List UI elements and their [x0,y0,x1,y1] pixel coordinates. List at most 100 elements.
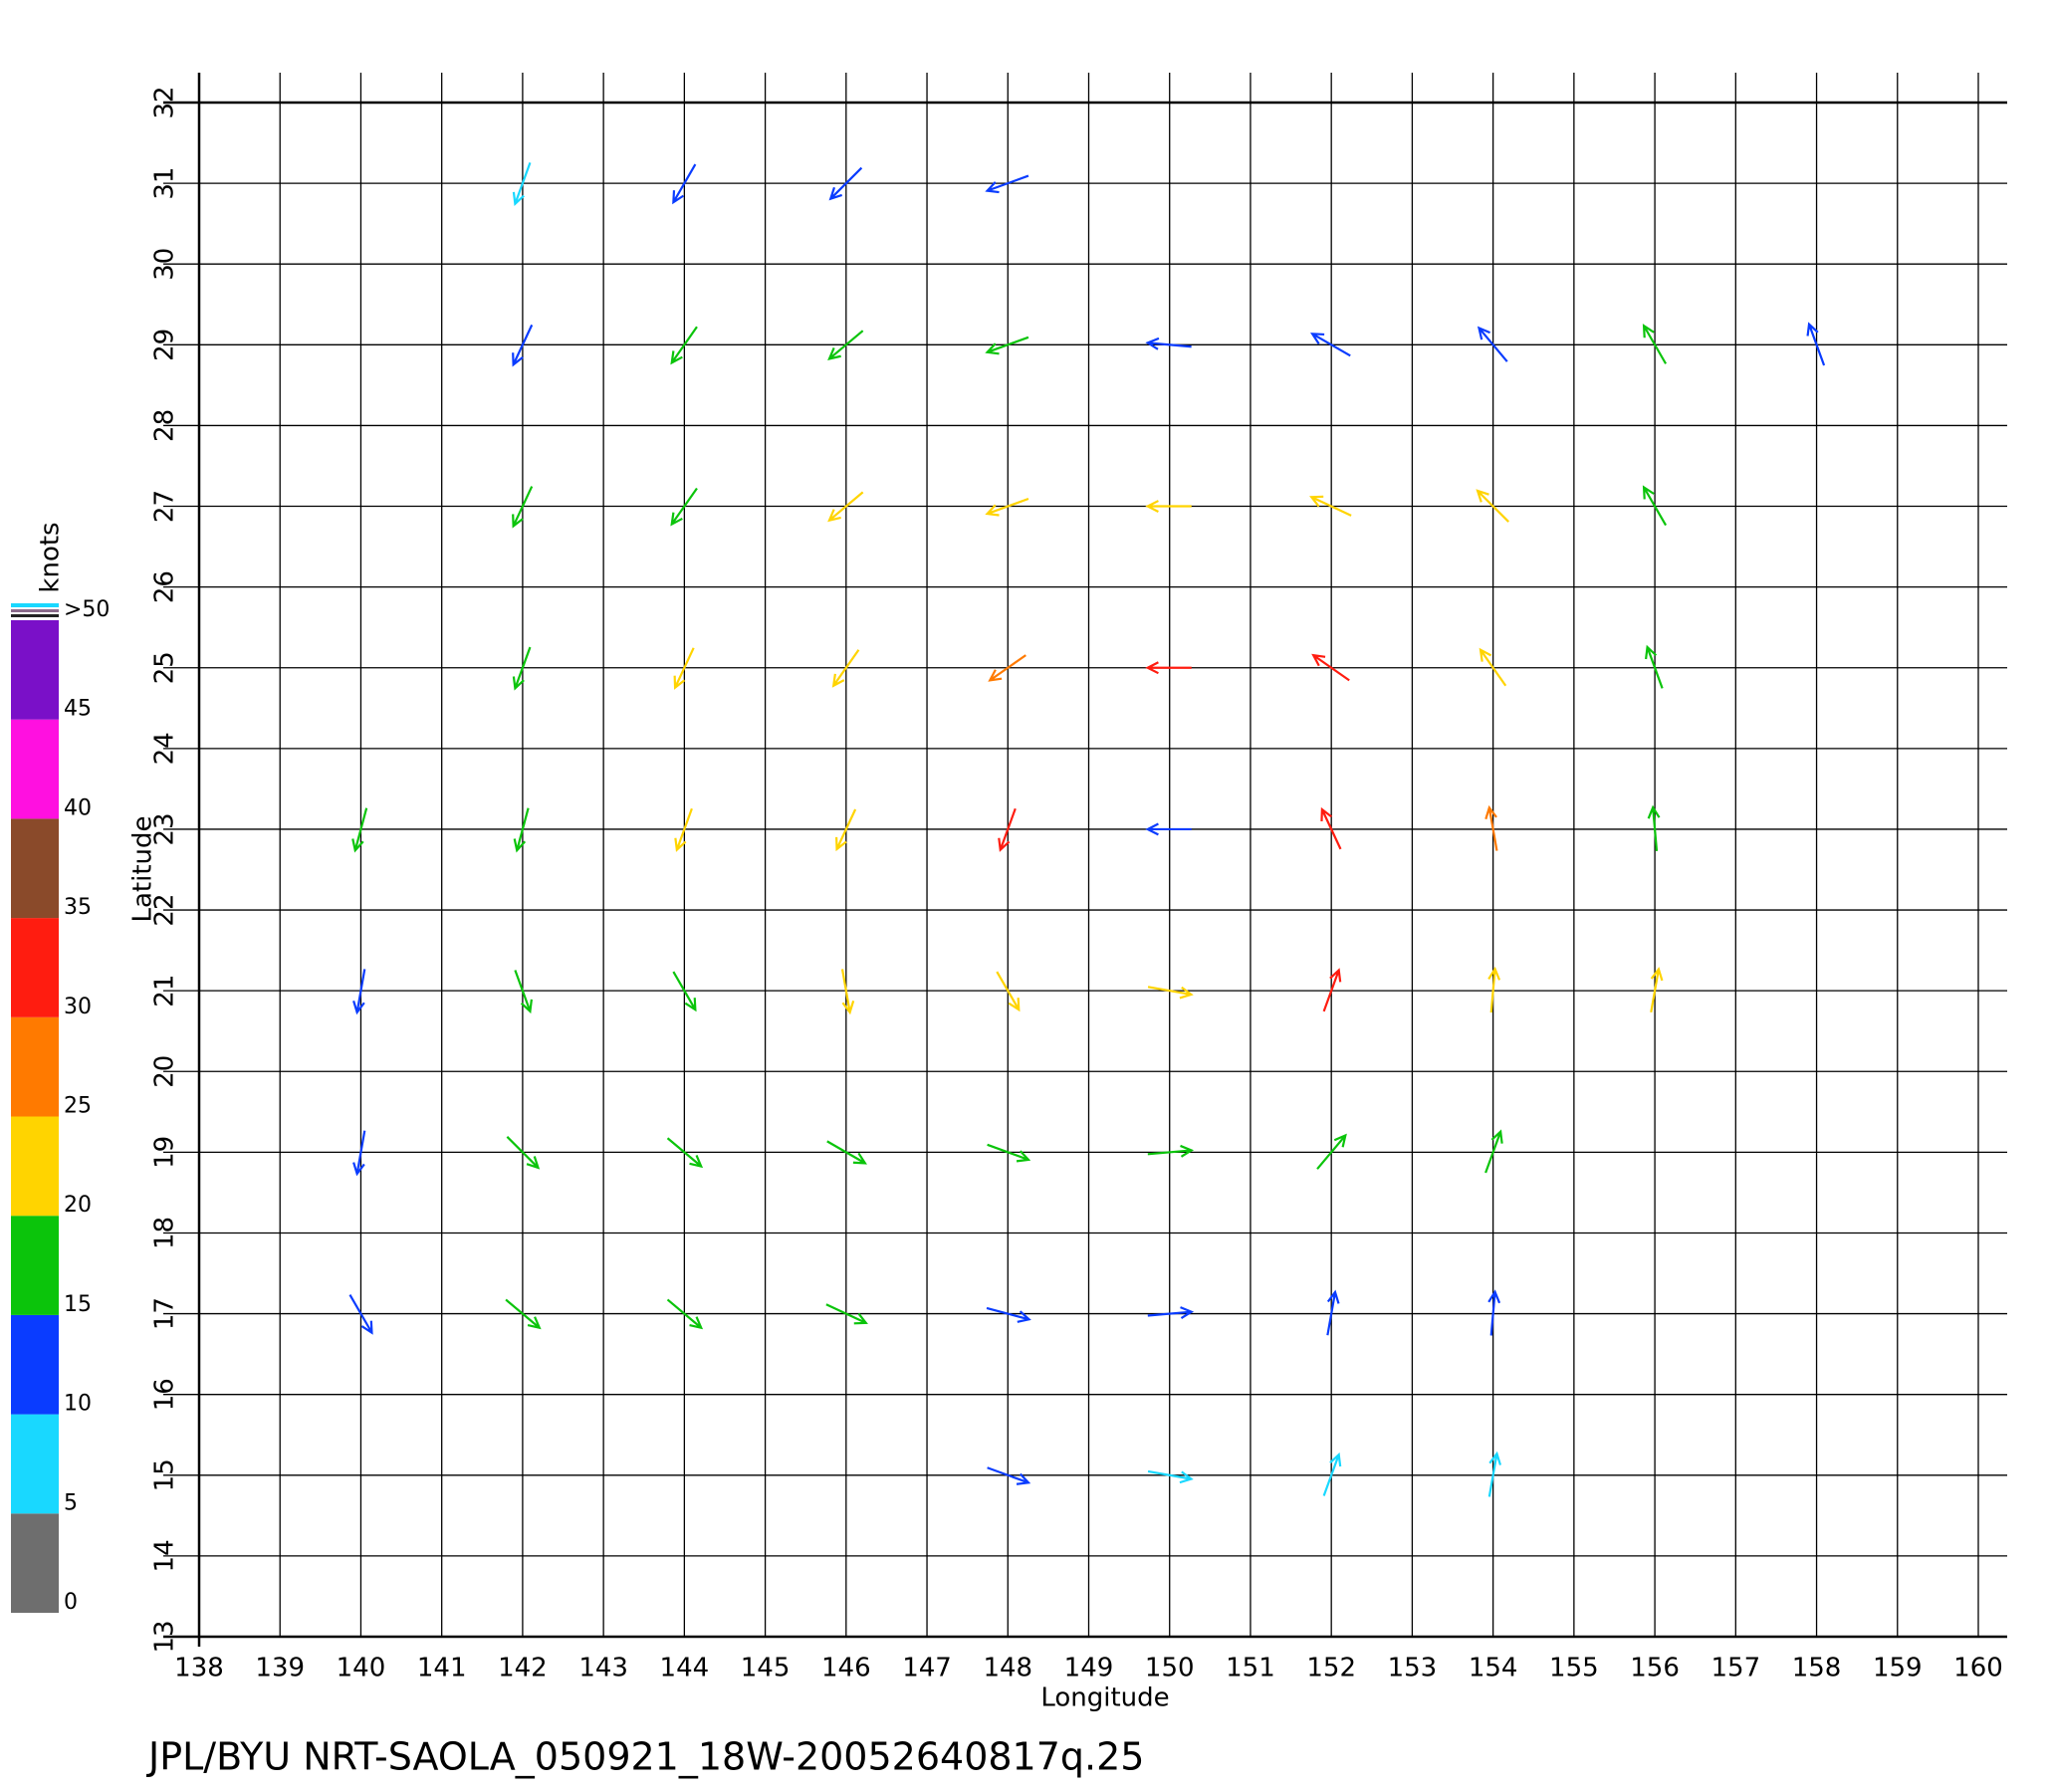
y-axis-label: Latitude [128,815,158,922]
wind-vector [986,1306,1031,1323]
colorbar-tick-label: 20 [64,1193,92,1218]
y-tick-label: 29 [150,329,180,361]
wind-vector [825,1303,868,1325]
wind-vector [840,969,855,1015]
y-tick-label: 27 [150,490,180,523]
colorbar-segment [11,818,59,919]
wind-vector [1147,1469,1194,1484]
x-tick-label: 144 [660,1654,710,1683]
wind-vector [351,807,368,853]
x-tick-label: 147 [902,1654,952,1683]
wind-vector [352,1130,366,1177]
y-tick-label: 20 [150,1055,180,1088]
y-tick-label: 26 [150,570,180,603]
wind-vector [1147,1306,1195,1319]
x-tick-label: 151 [1226,1654,1275,1683]
x-tick-label: 142 [498,1654,548,1683]
colorbar-segment [11,1513,59,1613]
x-tick-label: 139 [255,1654,305,1683]
wind-vector [1487,1451,1502,1497]
x-tick-label: 157 [1710,1654,1760,1683]
wind-vector [1479,647,1507,687]
colorbar-cap [11,603,59,607]
wind-vector [1642,324,1668,364]
wind-vector [1487,1289,1501,1336]
wind-vector [985,497,1029,517]
wind-vector [1645,644,1664,689]
wind-vector [998,807,1017,852]
wind-vector [1145,336,1192,350]
colorbar-segment [11,1216,59,1315]
wind-vector [827,330,864,361]
colorbar-tick-label: 45 [64,697,92,722]
colorbar-tick-label: 40 [64,795,92,820]
colorbar-tick-label: 0 [64,1590,78,1615]
x-tick-label: 152 [1306,1654,1356,1683]
x-tick-label: 149 [1064,1654,1114,1683]
y-tick-label: 15 [150,1458,180,1491]
chart-title: JPL/BYU NRT-SAOLA_050921_18W-20052640817… [146,1735,1144,1779]
y-tick-label: 28 [150,409,180,442]
y-tick-label: 24 [150,732,180,765]
x-tick-label: 141 [417,1654,467,1683]
wind-vector [826,1140,867,1165]
wind-vector [1147,986,1194,1000]
x-tick-label: 150 [1145,1654,1195,1683]
x-tick-label: 146 [821,1654,871,1683]
x-tick-label: 159 [1873,1654,1923,1683]
x-tick-label: 153 [1388,1654,1438,1683]
y-tick-label: 22 [150,894,180,927]
x-tick-label: 140 [337,1654,386,1683]
wind-vector [1311,653,1350,682]
wind-vector [1320,806,1342,850]
y-tick-label: 18 [150,1217,180,1249]
wind-vector [985,174,1029,194]
wind-vector [512,162,532,207]
wind-vector [1647,804,1661,851]
wind-vector [1147,1144,1195,1158]
y-tick-label: 23 [150,812,180,845]
wind-vector [512,646,532,691]
wind-vector [348,1293,373,1335]
y-tick-label: 31 [150,167,180,200]
x-tick-label: 154 [1469,1654,1518,1683]
wind-vector [835,808,857,852]
x-tick-label: 143 [578,1654,628,1683]
colorbar-tick-label: 25 [64,1094,92,1119]
wind-vector [987,1466,1031,1485]
colorbar-tick-label: 35 [64,895,92,920]
x-tick-label: 156 [1630,1654,1680,1683]
wind-vector [670,326,698,365]
wind-vector [666,1137,704,1169]
x-tick-label: 158 [1792,1654,1842,1683]
colorbar-label: knots [36,522,66,592]
wind-vector [987,1143,1031,1163]
wind-vector [672,971,697,1012]
y-tick-label: 30 [150,248,180,281]
wind-vector [988,654,1026,682]
wind-vector [352,969,366,1015]
wind-vector [666,1298,704,1330]
y-tick-label: 19 [150,1136,180,1169]
wind-vector [512,324,534,367]
wind-vector [1487,966,1501,1013]
wind-vector [670,487,698,527]
wind-vector [1145,661,1192,675]
colorbar-cap [11,614,59,617]
colorbar-tick-label: 10 [64,1392,92,1417]
wind-vector [1309,495,1352,517]
x-tick-label: 148 [983,1654,1032,1683]
colorbar-segment [11,1314,59,1415]
colorbar-segment [11,918,59,1017]
wind-vector [1145,822,1192,836]
wind-vector [827,491,864,523]
wind-vector [831,649,860,688]
colorbar-tick-label: >50 [64,597,110,622]
x-axis-label: Longitude [1040,1683,1169,1713]
colorbar-segment [11,620,59,720]
x-tick-label: 155 [1549,1654,1599,1683]
x-tick-label: 145 [741,1654,791,1683]
colorbar-tick-label: 15 [64,1292,92,1317]
wind-vector [1484,804,1498,851]
